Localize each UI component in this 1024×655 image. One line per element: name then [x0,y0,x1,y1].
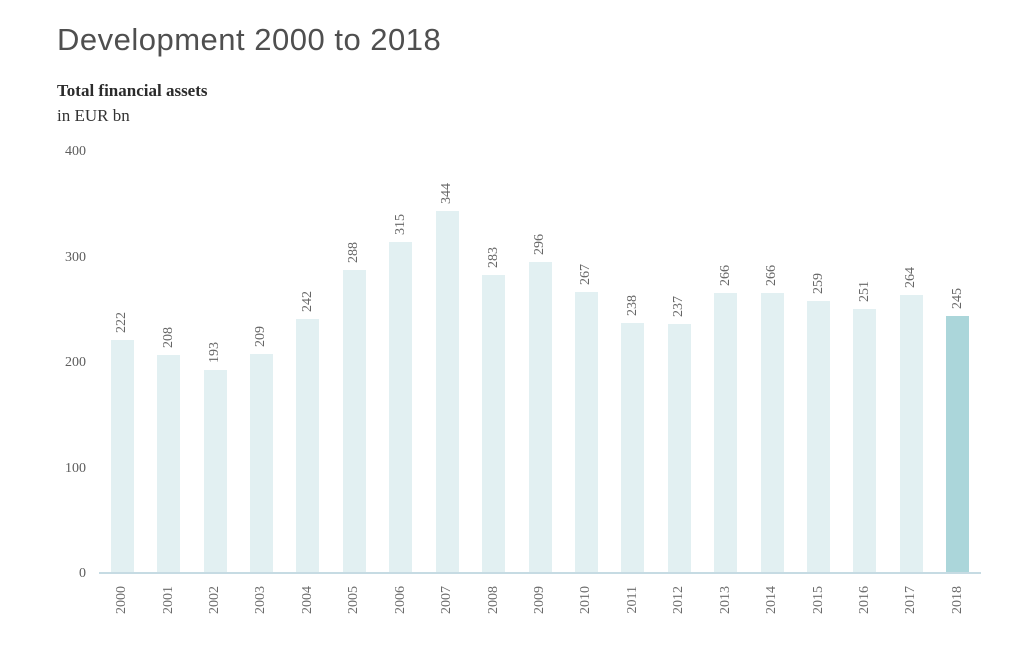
bar-2016 [853,309,877,572]
bar-2002 [203,370,227,572]
x-tick-2013: 2013 [717,586,733,614]
chart-subtitle: Total financial assets [57,81,208,100]
x-tick-2018: 2018 [949,586,965,614]
bar-2008 [482,275,506,572]
bar-2014 [760,293,784,572]
x-tick-2011: 2011 [624,586,640,614]
x-tick-2001: 2001 [160,586,176,614]
value-label-2004: 242 [299,290,315,312]
value-label-2006: 315 [392,213,408,235]
x-tick-2000: 2000 [114,586,130,614]
bar-2000 [110,339,134,572]
value-label-2018: 245 [949,287,965,309]
value-label-2014: 266 [764,265,780,287]
value-label-2001: 208 [160,326,176,348]
bar-2010 [574,292,598,572]
y-tick-400: 400 [65,144,86,159]
value-label-2005: 288 [346,242,362,264]
bar-2003 [249,353,273,572]
bar-2012 [667,323,691,572]
bar-2009 [528,261,552,572]
value-label-2016: 251 [856,281,872,303]
plot-area: 0 100 200 300 400 222 2000 208 2001 193 2002 209 200… [65,145,981,614]
bar-2005 [342,270,366,572]
value-label-2000: 222 [114,311,130,333]
bar-2001 [157,354,181,572]
x-axis-line [99,572,981,574]
y-tick-200: 200 [65,355,86,370]
value-label-2002: 193 [207,342,223,364]
x-tick-2006: 2006 [392,586,408,614]
value-label-2003: 209 [253,325,269,347]
y-tick-0: 0 [79,566,86,581]
x-tick-2005: 2005 [346,586,362,614]
value-label-2017: 264 [903,267,919,289]
x-tick-2016: 2016 [856,586,872,614]
bar-2015 [807,300,831,572]
y-tick-100: 100 [65,460,86,476]
y-tick-300: 300 [65,249,86,265]
x-tick-2010: 2010 [578,586,594,614]
x-tick-2015: 2015 [810,586,826,614]
bar-2018 [946,315,970,572]
bar-2004 [296,318,320,572]
value-label-2010: 267 [578,264,594,286]
x-tick-2014: 2014 [764,586,780,614]
value-label-2015: 259 [810,272,826,294]
value-label-2011: 238 [624,294,640,316]
x-tick-2004: 2004 [299,586,315,614]
x-tick-2007: 2007 [439,586,455,614]
value-label-2013: 266 [717,265,733,287]
x-tick-2008: 2008 [485,586,501,614]
value-label-2008: 283 [485,247,501,269]
bar-2011 [621,322,645,572]
x-tick-2003: 2003 [253,586,269,614]
value-label-2012: 237 [671,295,687,317]
chart-unit-label: in EUR bn [57,106,130,125]
bar-2007 [435,211,459,572]
bar-2013 [714,293,738,572]
x-tick-2012: 2012 [671,586,687,614]
bar-2017 [899,295,923,572]
x-tick-2017: 2017 [903,586,919,614]
chart-title: Development 2000 to 2018 [57,22,442,57]
value-label-2009: 296 [532,233,547,255]
bar-2006 [389,241,413,572]
value-label-2007: 344 [439,183,455,205]
x-tick-2009: 2009 [532,586,547,614]
x-tick-2002: 2002 [207,586,223,614]
